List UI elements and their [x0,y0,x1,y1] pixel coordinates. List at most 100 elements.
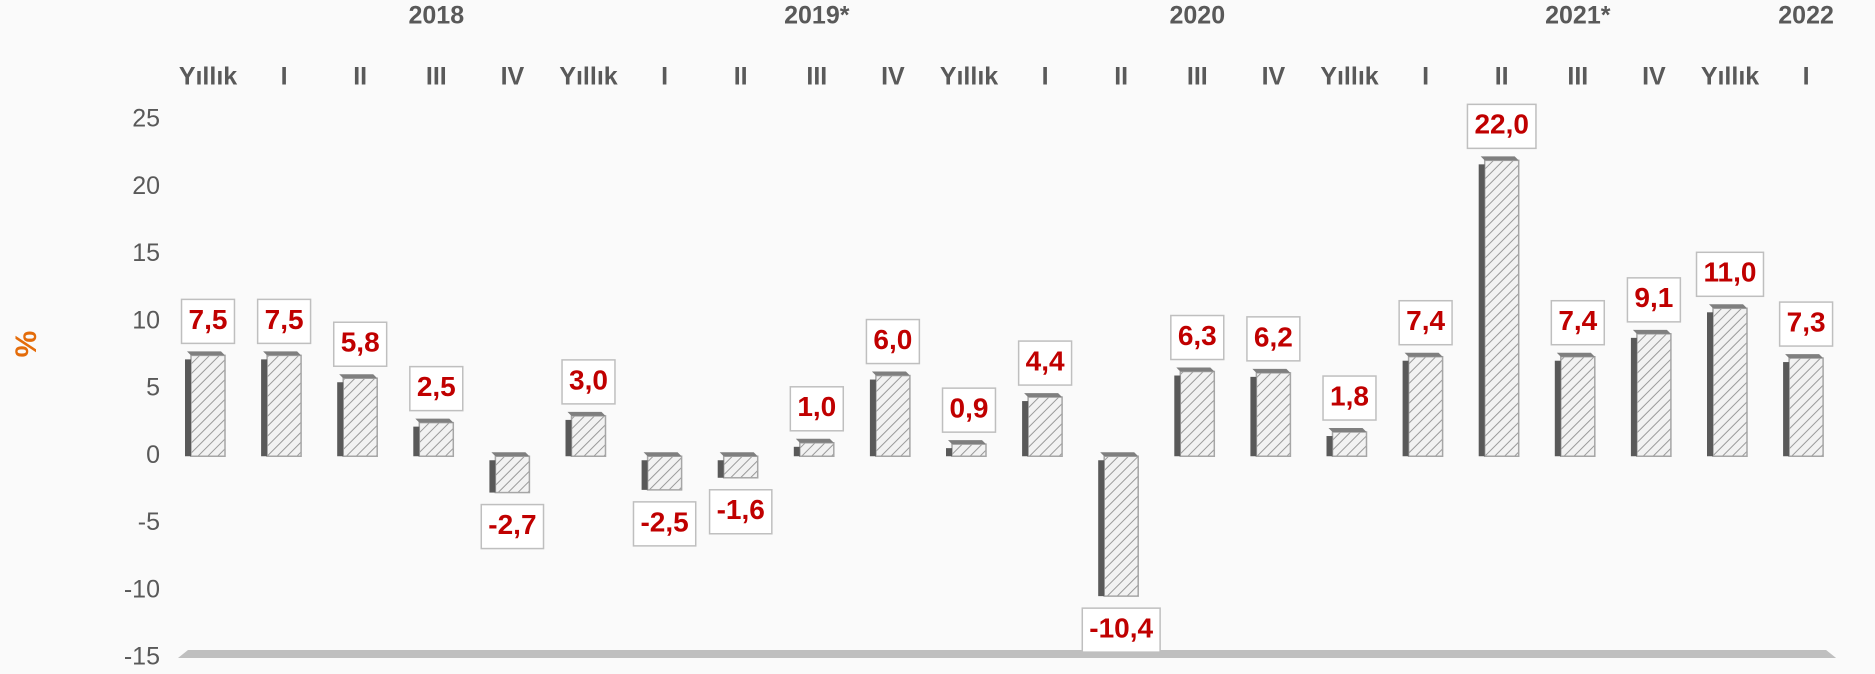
bar-top [1709,304,1747,309]
bar-top [339,374,378,379]
bar-side [1402,360,1409,457]
bar-top [1024,393,1063,398]
y-tick-label: 20 [132,172,160,200]
value-label-box [1626,277,1682,323]
value-label-box [480,503,545,550]
value-label-box [708,489,773,535]
bar-side [1707,312,1713,457]
x-tick-label: Yıllık [559,63,617,91]
bar-side [1250,376,1257,457]
value-label-box [789,386,845,432]
value-label-box [1550,299,1606,346]
x-tick-label: I [1042,63,1049,91]
value-label-box [1398,299,1453,346]
bar-top [795,438,834,443]
group-label: 2018 [408,2,464,30]
value-label-box [332,321,388,367]
value-label-box [1017,340,1073,386]
bar-side [489,460,496,493]
x-tick-label: II [734,63,748,91]
value-label-text: 0,9 [950,393,989,424]
bar-top [1328,428,1367,433]
value-label: 7,5 [256,298,312,345]
bar [1483,159,1520,457]
bar [951,443,987,457]
bar [646,455,683,491]
bar-side [793,446,800,457]
bar [1179,370,1216,458]
x-tick-label: Yıllık [179,63,237,91]
value-label: 4,4 [1017,340,1073,386]
value-label-text: -1,6 [717,494,765,525]
bar-side [1630,337,1637,457]
value-label: 0,9 [941,387,997,433]
bar [875,374,911,457]
bar [570,415,607,457]
floor [178,650,1837,658]
bar [1560,355,1596,457]
value-label-box [1322,375,1377,421]
value-label-text: 1,8 [1330,380,1369,411]
x-tick-label: IV [1262,63,1286,91]
value-label-text: 1,0 [797,391,836,422]
bar-side [641,460,648,490]
group-label: 2019* [784,2,850,30]
value-label-text: 6,0 [873,324,912,355]
bar [1407,355,1444,457]
y-tick-label: 15 [132,239,160,267]
bar [1712,307,1748,457]
value-label-text: 7,4 [1406,305,1445,336]
value-label: 5,8 [332,321,388,367]
y-axis-label: % [10,331,43,358]
x-tick-label: II [1114,63,1128,91]
bar-side [1022,401,1029,457]
value-label: -2,7 [480,503,545,550]
bar-side [413,426,420,457]
bar-top [491,452,530,457]
bar-side [1326,436,1333,457]
bar [266,354,302,457]
value-label-text: 3,0 [569,364,608,395]
x-tick-label: IV [881,63,905,91]
value-label: -1,6 [708,489,773,535]
value-label-text: -10,4 [1089,613,1153,644]
bar [1103,455,1139,597]
value-label: -2,5 [632,501,697,547]
value-label-text: 7,3 [1787,306,1826,337]
value-label: 7,5 [180,298,236,345]
value-label-text: 6,3 [1178,320,1217,351]
bar [494,455,531,494]
value-label-text: -2,5 [640,506,688,537]
value-label: 11,0 [1695,251,1765,298]
x-tick-label: III [426,63,447,91]
bar [799,442,835,457]
bar [342,377,378,457]
x-tick-label: III [1567,63,1588,91]
group-label: 2021* [1545,2,1611,30]
bar-side [185,359,191,457]
y-tick-label: 10 [132,306,160,334]
bar-top [871,371,910,376]
value-label-box [632,501,697,547]
value-label-box [409,365,464,412]
y-tick-label: 5 [146,374,160,402]
x-tick-label: IV [501,63,525,91]
bar-side [565,419,572,457]
value-label: 7,4 [1398,299,1453,346]
value-label-text: -2,7 [488,509,536,540]
value-label: 3,0 [561,359,616,405]
bar-side [869,379,876,457]
bar-top [1252,368,1291,373]
value-label: 1,8 [1322,375,1377,421]
value-label-box [1081,607,1161,653]
value-label-box [941,387,997,433]
bar-side [261,359,268,457]
bar-top [1556,352,1595,357]
value-label-box [256,298,312,345]
bar-side [337,382,344,457]
bar-side [1554,360,1561,457]
value-label: 1,0 [789,386,845,432]
y-tick-label: 0 [146,441,160,469]
bar [722,455,759,479]
